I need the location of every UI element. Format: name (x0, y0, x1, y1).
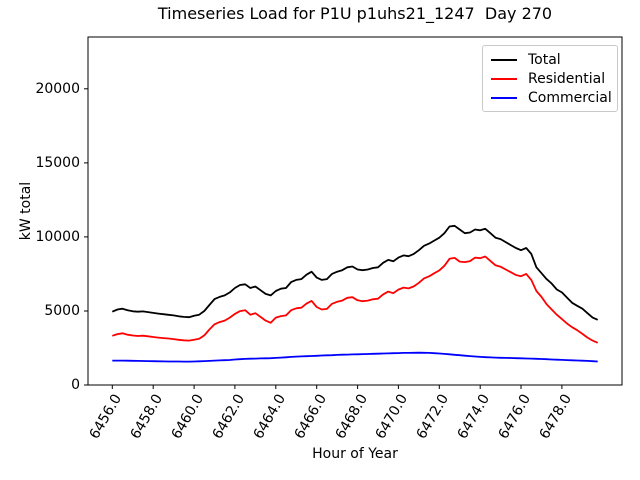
legend-label: Residential (528, 70, 606, 87)
x-axis-label: Hour of Year (312, 446, 398, 462)
legend-item-total: Total (491, 52, 609, 68)
legend-line-swatch (491, 77, 517, 80)
legend-line-swatch (491, 96, 517, 99)
series-line-total (111, 224, 599, 321)
y-tick-label: 0 (71, 377, 80, 393)
legend-label: Total (528, 51, 561, 68)
y-tick-label: 5000 (44, 302, 80, 319)
series-line-residential (112, 255, 599, 344)
chart-title: Timeseries Load for P1U p1uhs21_1247 Day… (157, 4, 553, 23)
legend-item-residential: Residential (491, 71, 609, 87)
y-tick-label: 10000 (35, 228, 80, 245)
y-tick-label: 20000 (35, 80, 80, 97)
legend: Total Residential Commercial (482, 45, 618, 112)
series-line-commercial (112, 351, 598, 363)
y-tick-label: 15000 (35, 154, 80, 171)
axes-frame (87, 36, 623, 386)
legend-item-commercial: Commercial (491, 89, 612, 106)
legend-label: Commercial (528, 89, 612, 106)
legend-line-swatch (491, 58, 517, 61)
